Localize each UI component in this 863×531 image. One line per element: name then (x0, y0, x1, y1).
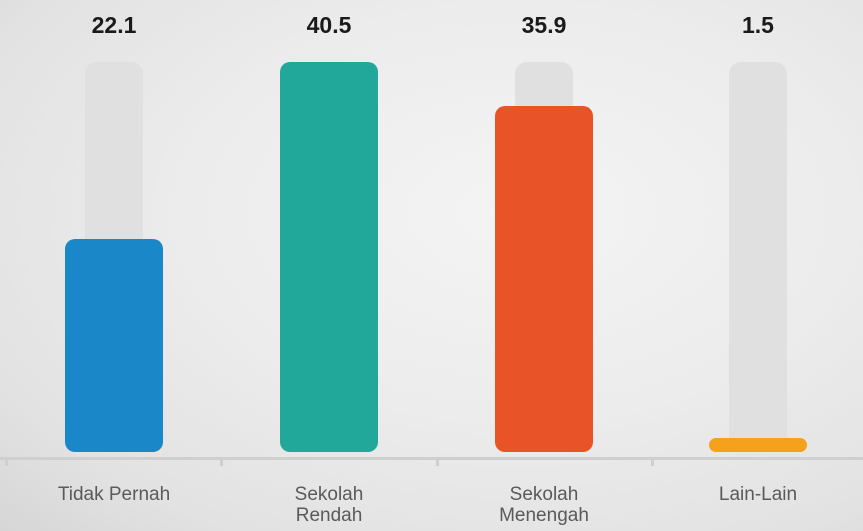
cat-label: Tidak Pernah (54, 484, 174, 505)
page: 22.1 Tidak Pernah 40.5 Sekolah Rendah 35.9 Se… (0, 0, 863, 531)
value-label: 1.5 (698, 12, 818, 39)
cat-label: Sekolah Menengah (484, 484, 604, 526)
axis-tick (5, 457, 8, 466)
axis-line (0, 457, 863, 460)
value-label: 40.5 (269, 12, 389, 39)
bar (65, 239, 163, 452)
bar (495, 106, 593, 452)
cat-label: Lain-Lain (698, 484, 818, 505)
bar (709, 438, 807, 452)
axis-tick (436, 457, 439, 466)
value-label: 22.1 (54, 12, 174, 39)
cat-label: Sekolah Rendah (269, 484, 389, 526)
axis-tick (651, 457, 654, 466)
bar-track (729, 62, 787, 452)
axis-tick (220, 457, 223, 466)
value-label: 35.9 (484, 12, 604, 39)
bar (280, 62, 378, 452)
chart: 22.1 Tidak Pernah 40.5 Sekolah Rendah 35.9 Se… (0, 0, 863, 531)
